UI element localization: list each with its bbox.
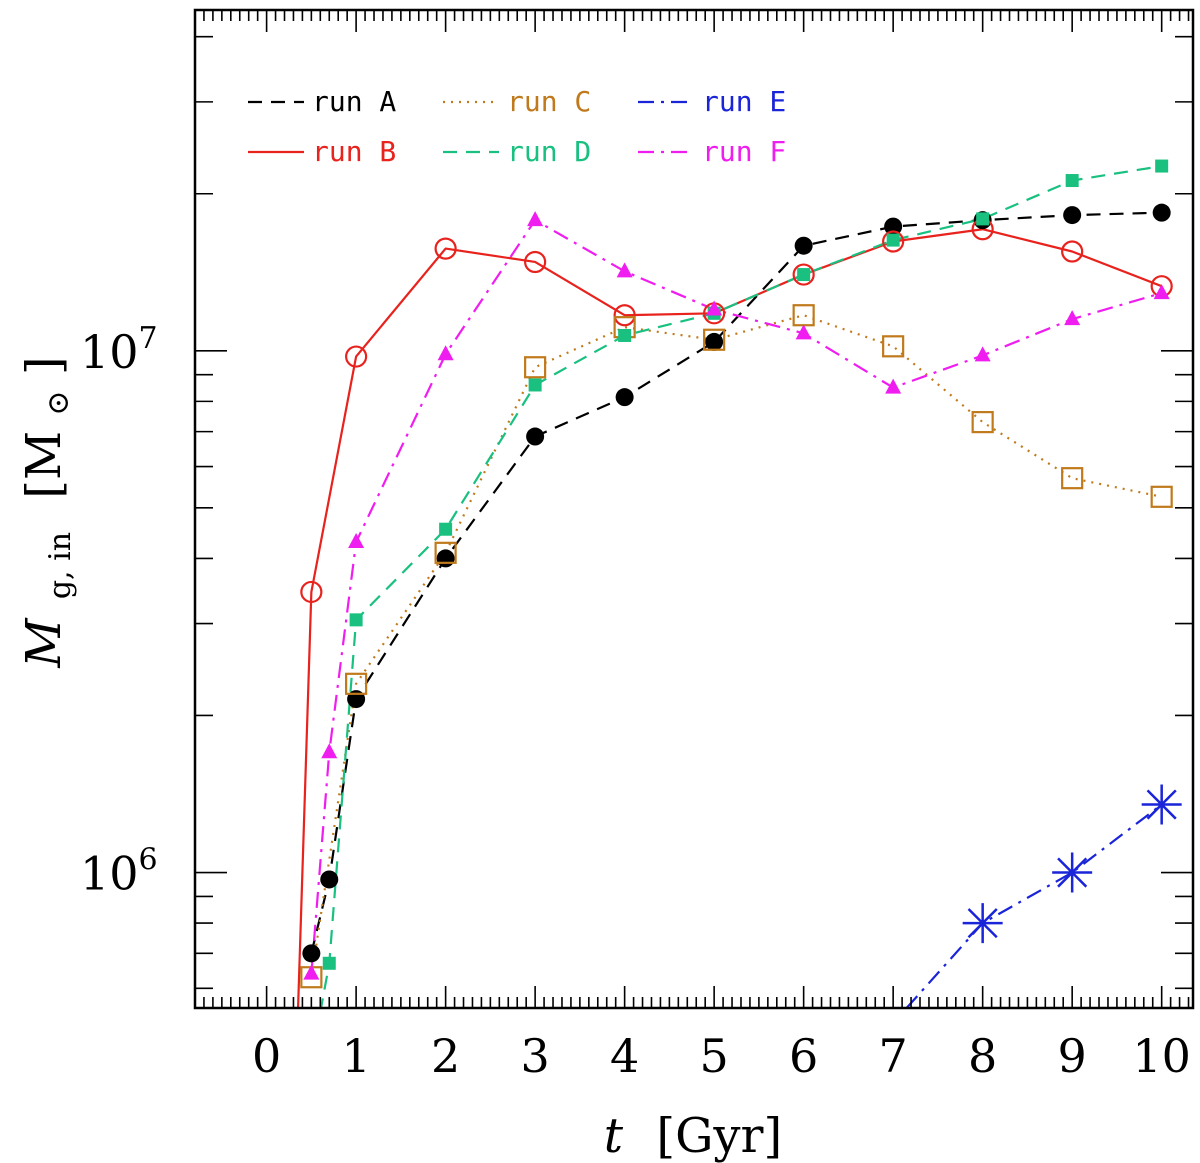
data-point	[349, 613, 363, 627]
data-point	[321, 743, 338, 759]
data-point	[526, 427, 545, 446]
series-line	[905, 803, 1163, 1008]
x-tick-labels: 0 1 2 3 4 5 6 7 8 9 10	[252, 1029, 1191, 1083]
y-axis-symbol: M	[16, 617, 72, 669]
data-point	[524, 250, 547, 274]
y-tick-exponent: 6	[139, 843, 158, 878]
data-point	[885, 378, 902, 394]
data-point	[976, 212, 990, 226]
data-point	[706, 300, 723, 316]
x-tick-label: 6	[789, 1029, 818, 1083]
x-tick-label: 0	[252, 1029, 281, 1083]
x-tick-label: 7	[879, 1029, 908, 1083]
y-axis-unit: [M	[16, 431, 72, 499]
series-line	[296, 228, 1163, 1008]
data-point	[437, 345, 454, 361]
data-point	[524, 356, 547, 379]
data-point	[302, 944, 321, 963]
legend-label: run E	[702, 85, 786, 118]
data-point	[303, 964, 320, 980]
y-tick-base: 10	[80, 325, 139, 379]
x-tick-label: 10	[1132, 1029, 1191, 1083]
legend-label: run B	[312, 135, 396, 168]
x-tick-label: 4	[610, 1029, 639, 1083]
data-point	[616, 262, 633, 278]
legend-label: run A	[312, 85, 396, 118]
legend-label: run D	[507, 135, 591, 168]
data-point	[348, 533, 365, 549]
data-point	[795, 324, 812, 340]
legend-label: run F	[702, 135, 786, 168]
series-line	[310, 314, 1162, 978]
x-tick-label: 1	[341, 1029, 370, 1083]
x-tick-label: 2	[431, 1029, 460, 1083]
plot-lines	[296, 164, 1163, 1008]
legend: run A run B run C run D run E run F	[248, 85, 786, 168]
y-tick-base: 10	[80, 847, 139, 901]
data-point	[528, 378, 542, 392]
x-axis-unit: [Gyr]	[656, 1108, 782, 1163]
data-point	[1063, 206, 1082, 225]
data-point	[882, 230, 905, 253]
legend-label: run C	[507, 85, 591, 118]
data-point	[436, 549, 455, 568]
data-point	[439, 522, 453, 536]
data-point	[1153, 284, 1170, 300]
plot-frame	[193, 8, 1195, 1010]
data-point	[794, 236, 813, 255]
y-axis-subscript: g, in	[43, 532, 78, 599]
data-point	[434, 237, 457, 260]
series-line	[310, 211, 1162, 954]
data-point	[1061, 467, 1084, 490]
data-point	[1150, 485, 1173, 508]
y-tick-exponent: 7	[139, 321, 158, 356]
data-point	[882, 335, 905, 358]
data-point	[434, 541, 457, 564]
data-point	[1065, 174, 1079, 188]
data-point	[971, 411, 994, 434]
data-point	[1155, 159, 1169, 173]
x-tick-label: 3	[520, 1029, 549, 1083]
data-point	[1152, 203, 1171, 222]
axis-ticks	[194, 10, 1193, 1008]
data-point	[1064, 310, 1081, 326]
data-point	[615, 388, 634, 407]
data-point	[792, 304, 815, 327]
data-point	[322, 956, 336, 970]
data-point	[705, 332, 724, 351]
y-tick-label: 107	[80, 321, 158, 379]
data-point	[797, 268, 811, 282]
x-axis-title: t [Gyr]	[604, 1108, 782, 1163]
x-tick-label: 5	[699, 1029, 728, 1083]
y-tick-label: 106	[80, 843, 158, 901]
data-point	[345, 345, 368, 368]
data-point	[974, 346, 991, 362]
data-point	[1141, 784, 1182, 825]
series-line	[319, 164, 1162, 1008]
data-point	[345, 672, 368, 695]
data-point	[300, 580, 323, 604]
data-point	[320, 870, 339, 889]
y-axis-unit-subscript: ⊙	[41, 390, 76, 415]
data-point	[962, 903, 1003, 944]
plot-markers	[300, 159, 1182, 989]
data-point	[884, 217, 903, 236]
data-point	[703, 328, 726, 351]
data-point	[613, 304, 636, 327]
x-tick-label: 8	[968, 1029, 997, 1083]
data-point	[1061, 240, 1084, 263]
x-axis-symbol: t	[604, 1108, 624, 1163]
data-point	[527, 211, 544, 227]
x-tick-label: 9	[1058, 1029, 1087, 1083]
y-axis-unit-close: ]	[16, 356, 72, 375]
series-line	[310, 219, 1162, 974]
data-point	[618, 328, 632, 342]
data-point	[886, 233, 900, 247]
y-axis-title: M g, in [M ⊙ ]	[16, 356, 82, 668]
data-point	[792, 263, 815, 286]
data-point	[1052, 852, 1093, 893]
